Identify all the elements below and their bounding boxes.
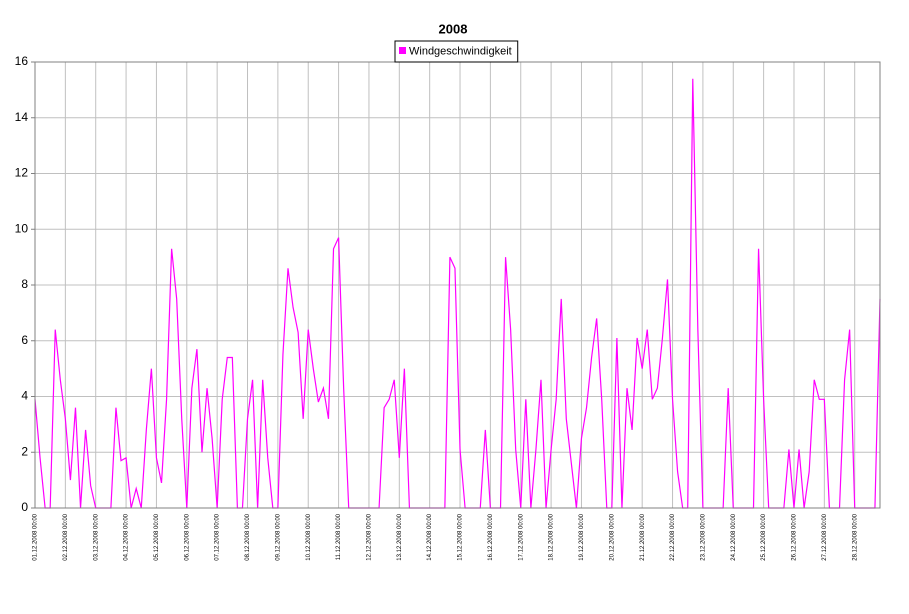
x-tick-label: 12.12.2008 00:00	[367, 513, 373, 560]
x-tick-label: 13.12.2008 00:00	[397, 513, 403, 560]
x-tick-label: 24.12.2008 00:00	[731, 513, 737, 560]
x-tick-label: 17.12.2008 00:00	[518, 513, 524, 560]
x-tick-label: 04.12.2008 00:00	[124, 513, 130, 560]
legend: Windgeschwindigkeit	[394, 40, 519, 63]
legend-box	[394, 40, 519, 63]
x-tick-label: 22.12.2008 00:00	[670, 513, 676, 560]
y-tick-label: 0	[21, 500, 28, 514]
x-tick-label: 23.12.2008 00:00	[700, 513, 706, 560]
x-tick-label: 20.12.2008 00:00	[609, 513, 615, 560]
x-tick-label: 10.12.2008 00:00	[306, 513, 312, 560]
x-tick-label: 07.12.2008 00:00	[215, 513, 221, 560]
x-tick-label: 08.12.2008 00:00	[245, 513, 251, 560]
y-tick-label: 8	[21, 277, 28, 291]
y-tick-label: 12	[15, 166, 29, 180]
x-tick-label: 27.12.2008 00:00	[822, 513, 828, 560]
data-line	[34, 78, 881, 509]
chart-title: 2008	[439, 21, 468, 36]
y-tick-label: 10	[15, 221, 29, 235]
y-tick-label: 16	[15, 54, 29, 68]
x-tick-label: 02.12.2008 00:00	[63, 513, 69, 560]
legend-swatch	[399, 47, 406, 54]
x-tick-label: 19.12.2008 00:00	[579, 513, 585, 560]
x-tick-label: 05.12.2008 00:00	[154, 513, 160, 560]
x-tick-label: 28.12.2008 00:00	[852, 513, 858, 560]
x-tick-label: 25.12.2008 00:00	[761, 513, 767, 560]
x-tick-label: 14.12.2008 00:00	[427, 513, 433, 560]
y-tick-label: 14	[15, 110, 29, 124]
x-tick-label: 03.12.2008 00:00	[93, 513, 99, 560]
x-tick-label: 06.12.2008 00:00	[184, 513, 190, 560]
y-tick-label: 6	[21, 333, 28, 347]
x-tick-label: 26.12.2008 00:00	[792, 513, 798, 560]
y-tick-label: 2	[21, 444, 28, 458]
x-tick-label: 09.12.2008 00:00	[275, 513, 281, 560]
x-tick-label: 15.12.2008 00:00	[458, 513, 464, 560]
x-tick-label: 21.12.2008 00:00	[640, 513, 646, 560]
legend-label: Windgeschwindigkeit	[409, 45, 512, 57]
x-tick-label: 18.12.2008 00:00	[549, 513, 555, 560]
y-tick-label: 4	[21, 389, 28, 403]
x-tick-label: 16.12.2008 00:00	[488, 513, 494, 560]
x-tick-label: 11.12.2008 00:00	[336, 513, 342, 560]
x-tick-label: 01.12.2008 00:00	[33, 513, 39, 560]
